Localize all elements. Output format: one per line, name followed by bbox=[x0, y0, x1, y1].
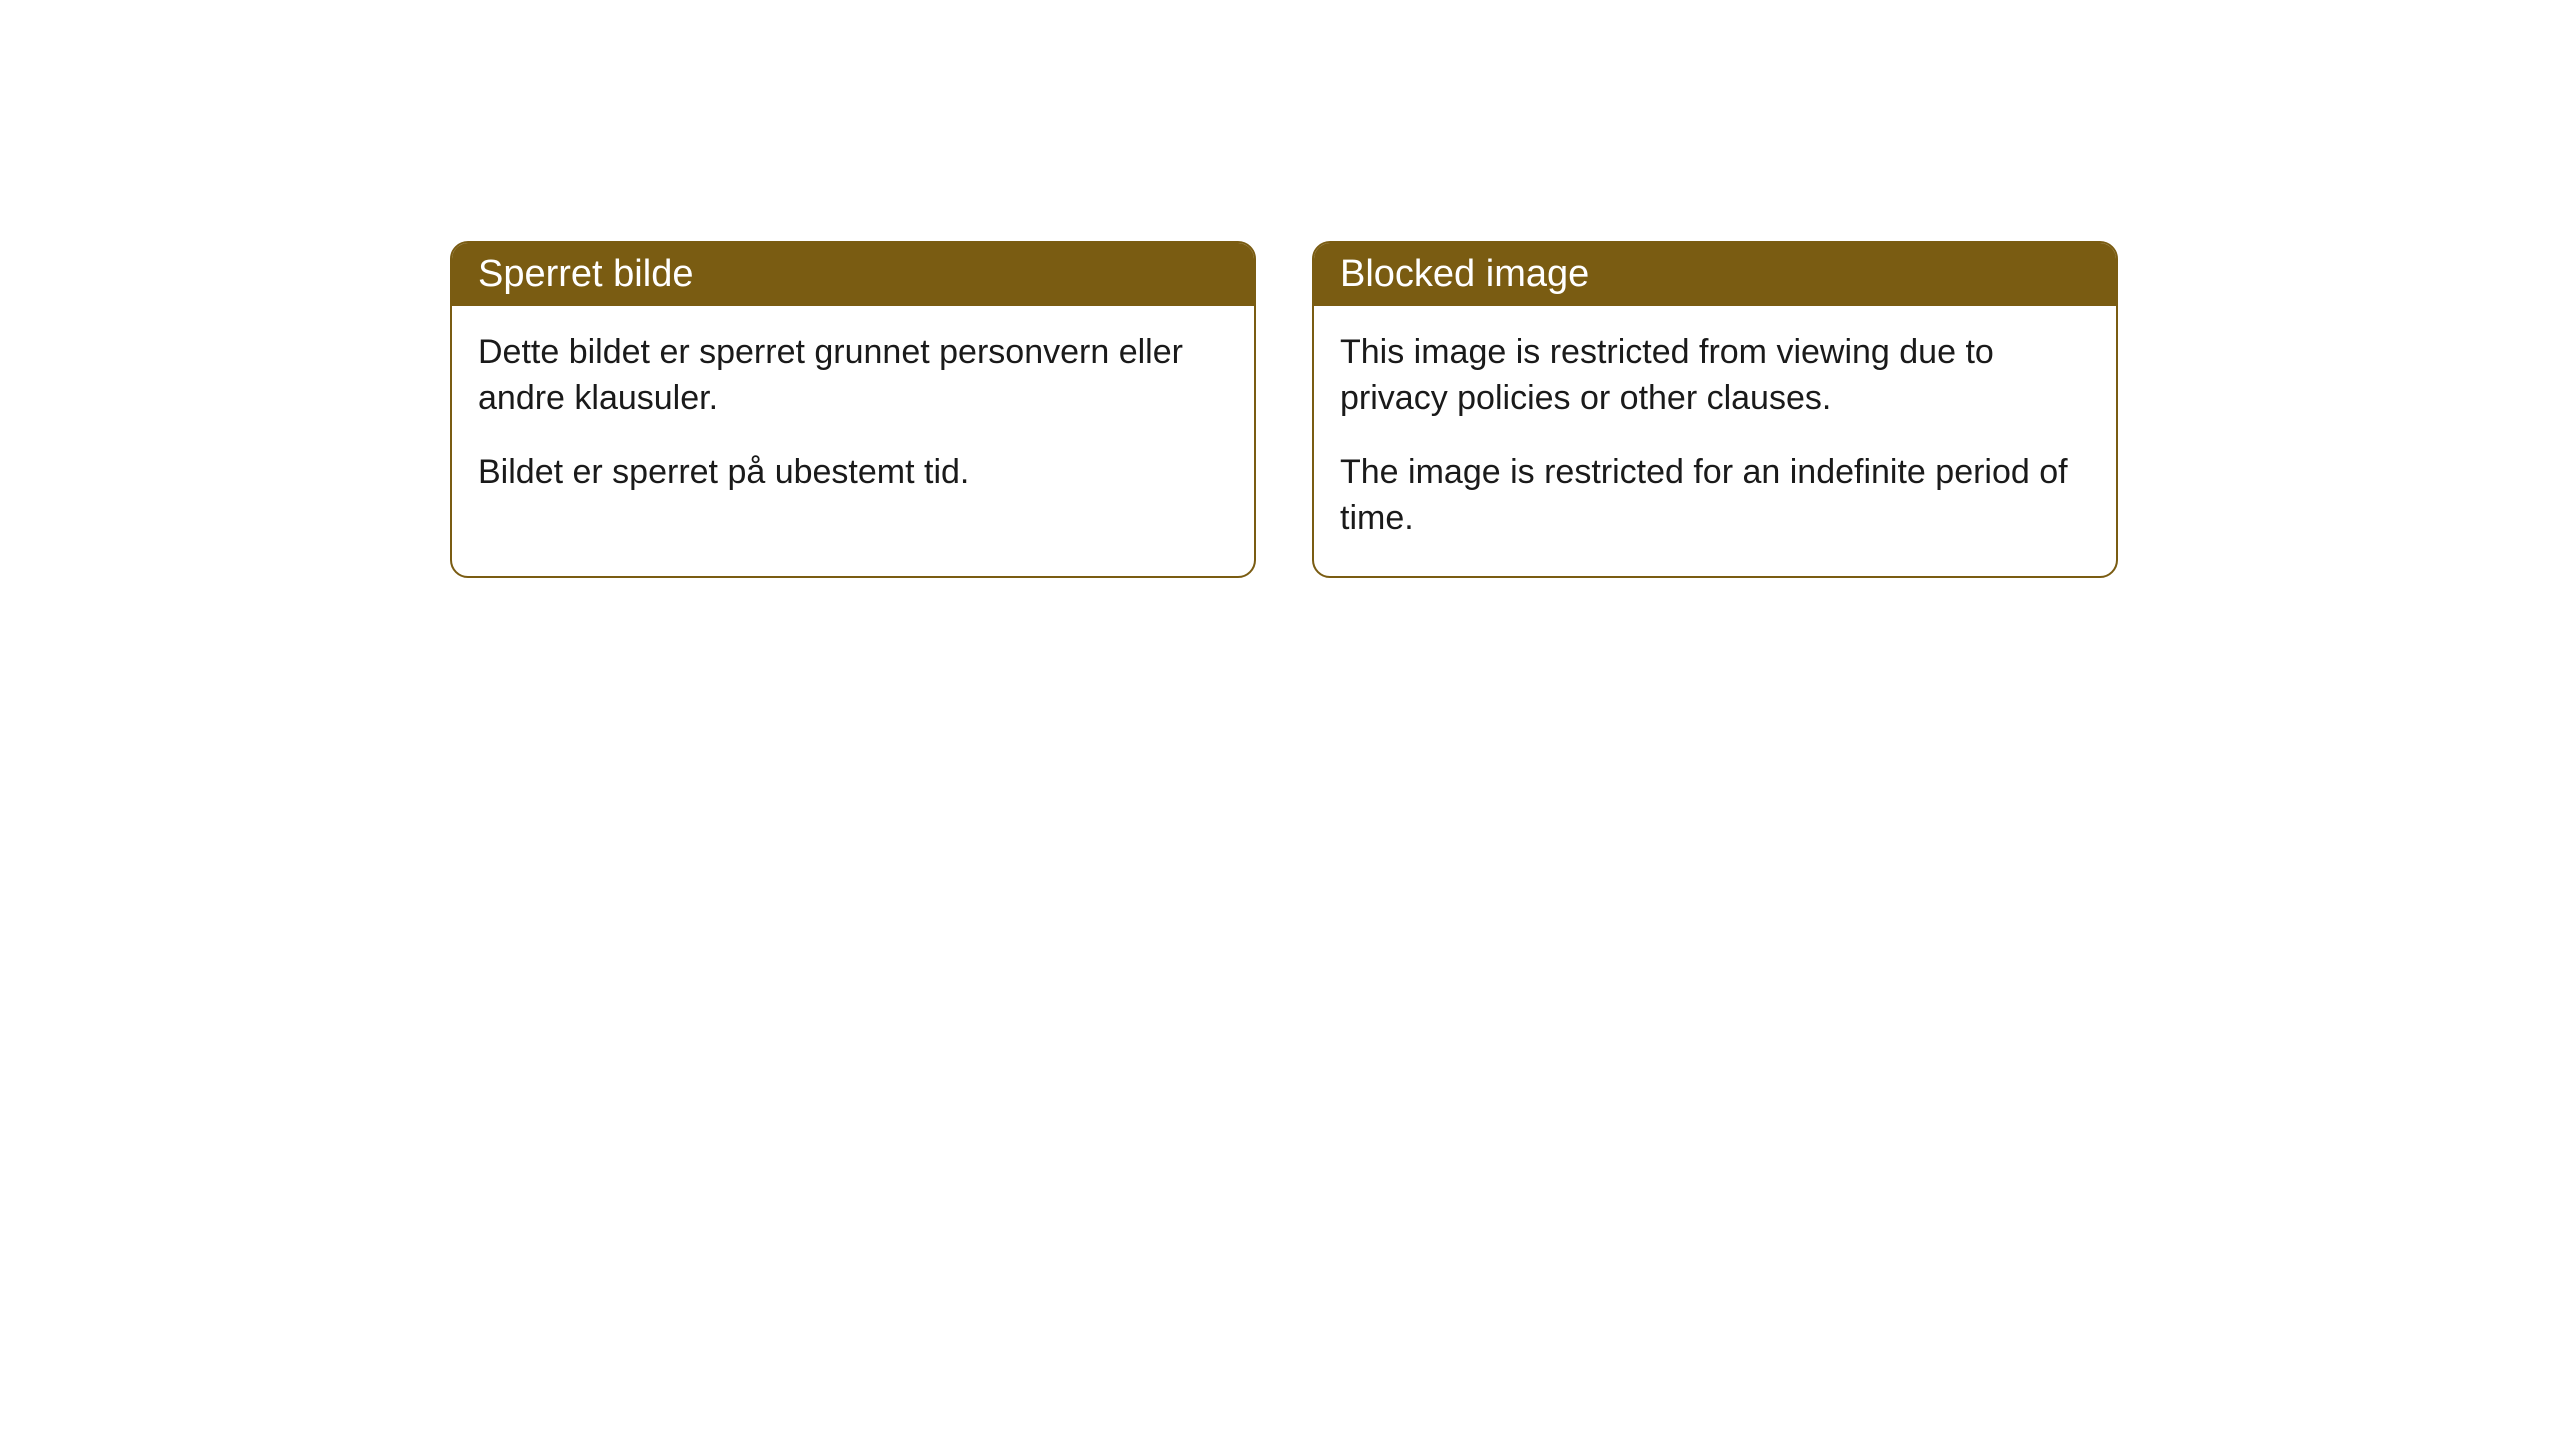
notice-card-english: Blocked image This image is restricted f… bbox=[1312, 241, 2118, 578]
card-header: Sperret bilde bbox=[452, 243, 1254, 306]
card-header: Blocked image bbox=[1314, 243, 2116, 306]
card-paragraph: Bildet er sperret på ubestemt tid. bbox=[478, 450, 1228, 496]
card-body: Dette bildet er sperret grunnet personve… bbox=[452, 306, 1254, 530]
notice-card-norwegian: Sperret bilde Dette bildet er sperret gr… bbox=[450, 241, 1256, 578]
card-paragraph: Dette bildet er sperret grunnet personve… bbox=[478, 330, 1228, 422]
notice-container: Sperret bilde Dette bildet er sperret gr… bbox=[450, 241, 2118, 578]
card-paragraph: This image is restricted from viewing du… bbox=[1340, 330, 2090, 422]
card-paragraph: The image is restricted for an indefinit… bbox=[1340, 450, 2090, 542]
card-title: Blocked image bbox=[1340, 253, 1589, 295]
card-title: Sperret bilde bbox=[478, 253, 693, 295]
card-body: This image is restricted from viewing du… bbox=[1314, 306, 2116, 576]
